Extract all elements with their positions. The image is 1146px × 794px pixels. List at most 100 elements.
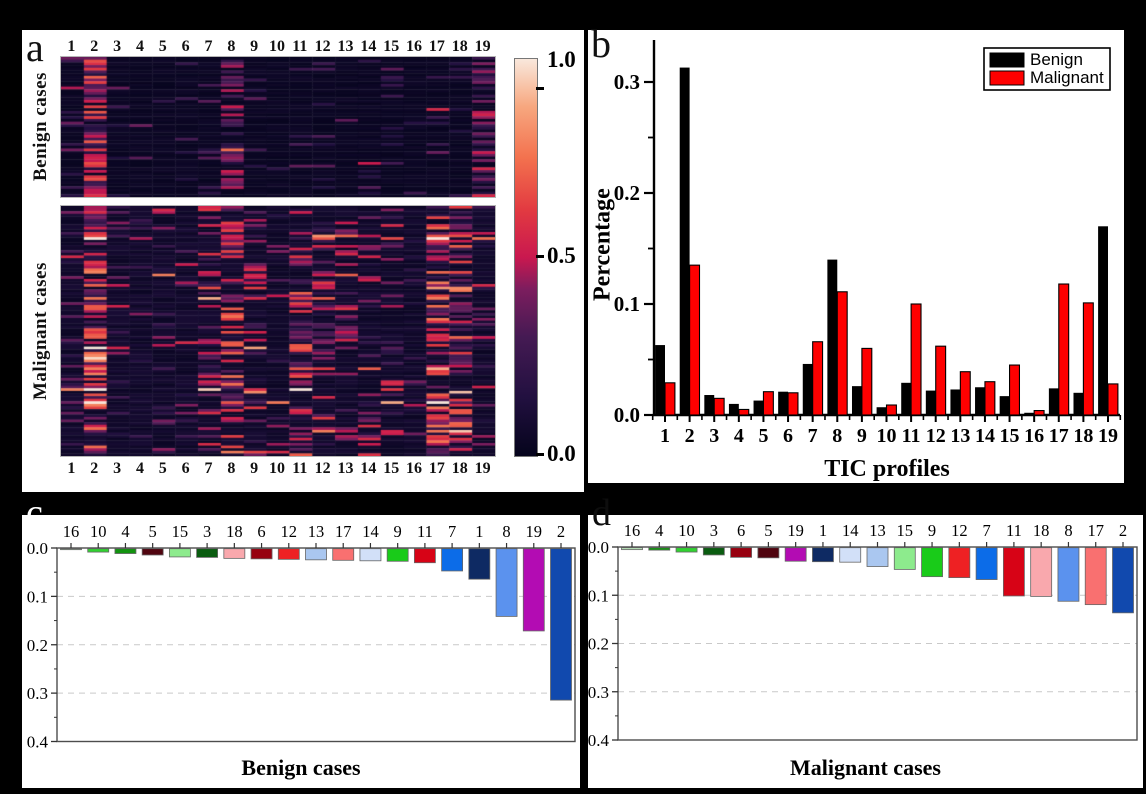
colorbar-tick-bottom [536, 453, 544, 456]
bar-malignant-profile-12 [935, 345, 947, 416]
heatmap-col-label-10: 10 [269, 460, 285, 477]
svg-text:10: 10 [90, 522, 107, 541]
heatmap-col-label-13: 13 [337, 460, 354, 477]
bar-malignant-profile-3 [713, 397, 725, 416]
svg-text:0.2: 0.2 [588, 635, 609, 654]
heatmap-col-label-18: 18 [451, 460, 468, 477]
colorbar [514, 58, 538, 457]
svg-text:9: 9 [394, 522, 402, 541]
svg-text:18: 18 [226, 522, 243, 541]
bar-benign-profile-14 [975, 387, 985, 415]
sorted-bar-profile-5 [141, 548, 164, 556]
bar-benign-profile-17 [1048, 388, 1059, 415]
sorted-bar-profile-17 [332, 548, 355, 561]
bar-malignant-profile-11 [910, 303, 922, 416]
svg-text:6: 6 [737, 521, 745, 540]
bar-benign-profile-12 [925, 390, 936, 415]
svg-text:8: 8 [832, 425, 842, 447]
sorted-bar-profile-3 [702, 547, 725, 556]
svg-text:14: 14 [362, 522, 379, 541]
heatmap-col-label-15: 15 [383, 460, 400, 477]
svg-text:2: 2 [557, 522, 565, 541]
sorted-bar-profile-6 [730, 547, 753, 558]
heatmap-col-label-19: 19 [474, 460, 491, 477]
heatmap-col-label-16: 16 [406, 460, 423, 477]
sorted-bar-profile-4 [114, 548, 137, 554]
panel-b-grouped-bar-chart: 0.0 0.1 0.2 0.3 1 2 3 4 5 6 7 8 9 10 11 12 13 14 15 16 17 18 1… [588, 24, 1124, 483]
sorted-bar-profile-10 [675, 547, 698, 553]
heatmap-malignant-row-label: Malignant cases [30, 262, 51, 400]
sorted-bar-profile-18 [223, 548, 246, 559]
heatmap-col-label-14: 14 [360, 460, 377, 477]
sorted-bar-profile-19 [522, 548, 545, 632]
svg-text:16: 16 [1024, 425, 1044, 447]
svg-text:12: 12 [951, 521, 968, 540]
x-axis-label-tic-profiles: TIC profiles [824, 456, 950, 482]
svg-text:15: 15 [897, 521, 914, 540]
heatmap-col-label-16: 16 [406, 38, 423, 55]
colorbar-tick-mid [536, 255, 544, 258]
svg-text:0.2: 0.2 [27, 636, 48, 655]
heatmap-col-label-12: 12 [314, 38, 331, 55]
svg-text:4: 4 [734, 425, 744, 447]
bar-benign-profile-9 [851, 386, 862, 415]
svg-text:1: 1 [475, 522, 483, 541]
heatmap-col-label-19: 19 [474, 38, 491, 55]
bar-malignant-profile-14 [984, 381, 996, 416]
svg-text:17: 17 [1087, 521, 1104, 540]
heatmap-col-label-4: 4 [135, 38, 144, 55]
y-axis-label-percentage: Percentage [589, 188, 616, 302]
heatmap-col-label-10: 10 [269, 38, 285, 55]
bar-benign-profile-19 [1098, 226, 1108, 415]
heatmap-col-label-7: 7 [204, 38, 213, 55]
svg-text:0.1: 0.1 [27, 587, 48, 606]
svg-text:0.1: 0.1 [614, 292, 640, 316]
bar-benign-profile-4 [728, 403, 739, 415]
benign-cases-title: Benign cases [241, 755, 361, 780]
bar-malignant-profile-15 [1009, 364, 1021, 416]
sorted-bar-profile-7 [441, 548, 464, 572]
sorted-bar-profile-10 [87, 548, 110, 553]
bar-benign-profile-15 [999, 396, 1010, 415]
panel-c-benign-sorted-bar-chart: 0.0 0.1 0.2 0.3 0.4 16 10 4 5 15 3 18 6 12 13 17 14 9 11 7 1… [22, 515, 580, 788]
panel-letter-d: d [592, 492, 611, 534]
heatmap-col-label-17: 17 [428, 38, 445, 55]
sorted-bar-profile-8 [495, 548, 518, 617]
svg-text:7: 7 [808, 425, 818, 447]
heatmap-col-label-8: 8 [227, 38, 236, 55]
heatmap-col-label-11: 11 [292, 38, 308, 55]
heatmap-benign-block [60, 56, 496, 198]
heatmap-col-label-1: 1 [67, 38, 76, 55]
sorted-bar-profile-18 [1030, 547, 1053, 597]
bar-benign-profile-2 [679, 67, 690, 415]
heatmap-col-label-8: 8 [227, 460, 236, 477]
legend-swatch-benign [989, 52, 1025, 68]
sorted-bar-profile-9 [921, 547, 943, 578]
colorbar-tick-top [536, 87, 544, 90]
heatmap-col-label-9: 9 [250, 38, 259, 55]
bar-benign-profile-11 [901, 382, 912, 415]
bar-malignant-profile-17 [1058, 283, 1070, 416]
heatmap-col-label-12: 12 [314, 460, 331, 477]
sorted-bar-profile-1 [812, 547, 834, 563]
heatmap-col-label-5: 5 [158, 38, 167, 55]
svg-text:13: 13 [869, 521, 886, 540]
sorted-bar-profile-1 [468, 548, 491, 580]
sorted-bar-profile-15 [893, 547, 916, 570]
bar-malignant-profile-13 [959, 371, 971, 416]
svg-text:3: 3 [203, 522, 211, 541]
svg-text:0.1: 0.1 [588, 586, 609, 605]
svg-text:5: 5 [758, 425, 768, 447]
svg-text:8: 8 [502, 522, 510, 541]
bar-malignant-profile-7 [812, 341, 824, 416]
svg-text:19: 19 [787, 521, 804, 540]
heatmap-col-label-1: 1 [67, 460, 76, 477]
svg-text:6: 6 [783, 425, 793, 447]
colorbar-label-min: 0.0 [547, 441, 576, 466]
sorted-bar-profile-12 [277, 548, 300, 560]
heatmap-col-label-17: 17 [428, 460, 445, 477]
grouped-bar-plot: 0.00.10.20.31 2 3 4 5 6 7 8 9 10 11 12 13 14 15 16 17 18 1… [614, 40, 1122, 447]
svg-text:17: 17 [1049, 425, 1069, 447]
sorted-bar-profile-13 [866, 547, 889, 567]
